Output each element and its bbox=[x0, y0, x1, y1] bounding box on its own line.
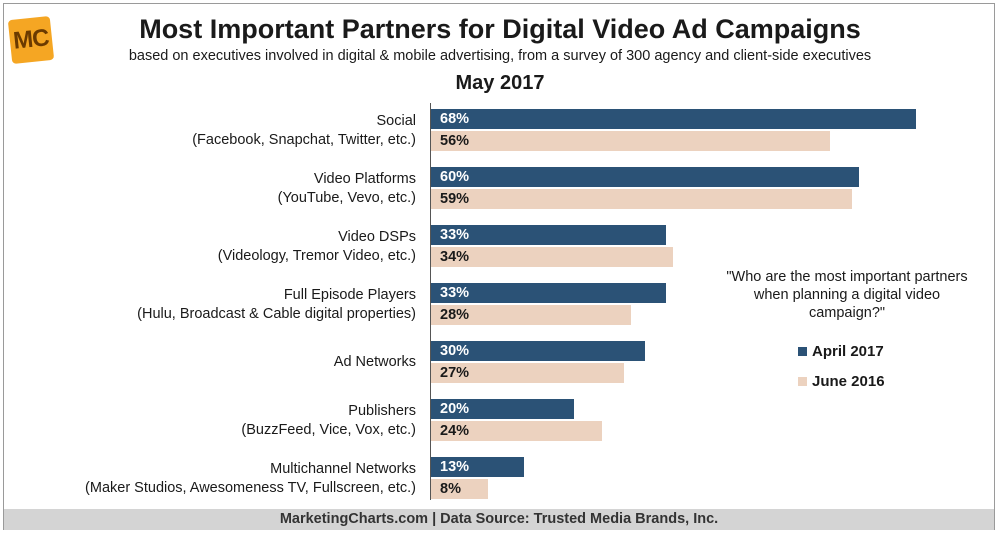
bar-june-2016: 24% bbox=[431, 421, 602, 441]
category-label-examples: (BuzzFeed, Vice, Vox, etc.) bbox=[241, 422, 416, 438]
legend-item-april-2017: April 2017 bbox=[798, 343, 884, 360]
chart-subtitle: based on executives involved in digital … bbox=[128, 48, 872, 64]
bar-april-2017: 68% bbox=[431, 109, 916, 129]
bar-value-label: 8% bbox=[440, 481, 461, 497]
legend-label-june-2016: June 2016 bbox=[812, 373, 885, 390]
bar-value-label: 24% bbox=[440, 423, 470, 439]
bar-value-label: 27% bbox=[440, 365, 470, 381]
chart-date: May 2017 bbox=[455, 72, 545, 94]
category-label-name: Publishers bbox=[348, 403, 416, 419]
bar-april-2017: 33% bbox=[431, 283, 666, 303]
bar-april-2017: 30% bbox=[431, 341, 645, 361]
bar-value-label: 33% bbox=[440, 285, 470, 301]
category-label: Publishers (BuzzFeed, Vice, Vox, etc.) bbox=[241, 402, 416, 440]
legend-label-april-2017: April 2017 bbox=[812, 343, 884, 360]
category-label: Ad Networks bbox=[333, 354, 416, 370]
survey-question-note: "Who are the most important partners whe… bbox=[726, 269, 968, 321]
category-axis-line bbox=[430, 103, 431, 500]
bar-value-label: 30% bbox=[440, 343, 470, 359]
bar-value-label: 68% bbox=[440, 111, 470, 127]
bar-value-label: 34% bbox=[440, 249, 470, 265]
category-label-examples: (Hulu, Broadcast & Cable digital propert… bbox=[137, 306, 416, 322]
legend-swatch-april-2017 bbox=[798, 347, 807, 356]
category-label-name: Video Platforms bbox=[313, 171, 416, 187]
category-label-examples: (Videology, Tremor Video, etc.) bbox=[217, 248, 416, 264]
bar-april-2017: 33% bbox=[431, 225, 666, 245]
bar-value-label: 20% bbox=[440, 401, 470, 417]
category-label-examples: (YouTube, Vevo, etc.) bbox=[277, 190, 416, 206]
bar-value-label: 33% bbox=[440, 227, 470, 243]
bar-april-2017: 20% bbox=[431, 399, 574, 419]
category-label: Video Platforms (YouTube, Vevo, etc.) bbox=[278, 170, 416, 208]
bar-june-2016: 34% bbox=[431, 247, 673, 267]
category-label: Full Episode Players (Hulu, Broadcast & C… bbox=[137, 286, 416, 324]
category-label-name: Social bbox=[376, 113, 417, 129]
bar-june-2016: 59% bbox=[431, 189, 852, 209]
category-label-name: Multichannel Networks bbox=[270, 461, 416, 477]
category-label-examples: (Facebook, Snapchat, Twitter, etc.) bbox=[192, 132, 416, 148]
category-label: Multichannel Networks (Maker Studios, Awe… bbox=[85, 460, 416, 498]
footer-source: MarketingCharts.com | Data Source: Trust… bbox=[4, 509, 994, 530]
bar-value-label: 28% bbox=[440, 307, 470, 323]
category-label: Social (Facebook, Snapchat, Twitter, etc.… bbox=[192, 112, 416, 150]
bar-value-label: 56% bbox=[440, 133, 470, 149]
category-label-name: Video DSPs bbox=[338, 229, 416, 245]
legend-swatch-june-2016 bbox=[798, 377, 807, 386]
bar-value-label: 13% bbox=[440, 459, 470, 475]
bar-june-2016: 28% bbox=[431, 305, 631, 325]
chart-title: Most Important Partners for Digital Vide… bbox=[139, 14, 861, 44]
bar-value-label: 59% bbox=[440, 191, 470, 207]
category-label-examples: (Maker Studios, Awesomeness TV, Fullscre… bbox=[85, 480, 416, 496]
bar-june-2016: 56% bbox=[431, 131, 830, 151]
bar-june-2016: 8% bbox=[431, 479, 488, 499]
legend-item-june-2016: June 2016 bbox=[798, 373, 885, 390]
bar-june-2016: 27% bbox=[431, 363, 624, 383]
category-label-name: Full Episode Players bbox=[283, 287, 416, 303]
category-label: Video DSPs (Videology, Tremor Video, etc.… bbox=[218, 228, 416, 266]
bar-value-label: 60% bbox=[440, 169, 470, 185]
bar-april-2017: 60% bbox=[431, 167, 859, 187]
bar-april-2017: 13% bbox=[431, 457, 524, 477]
